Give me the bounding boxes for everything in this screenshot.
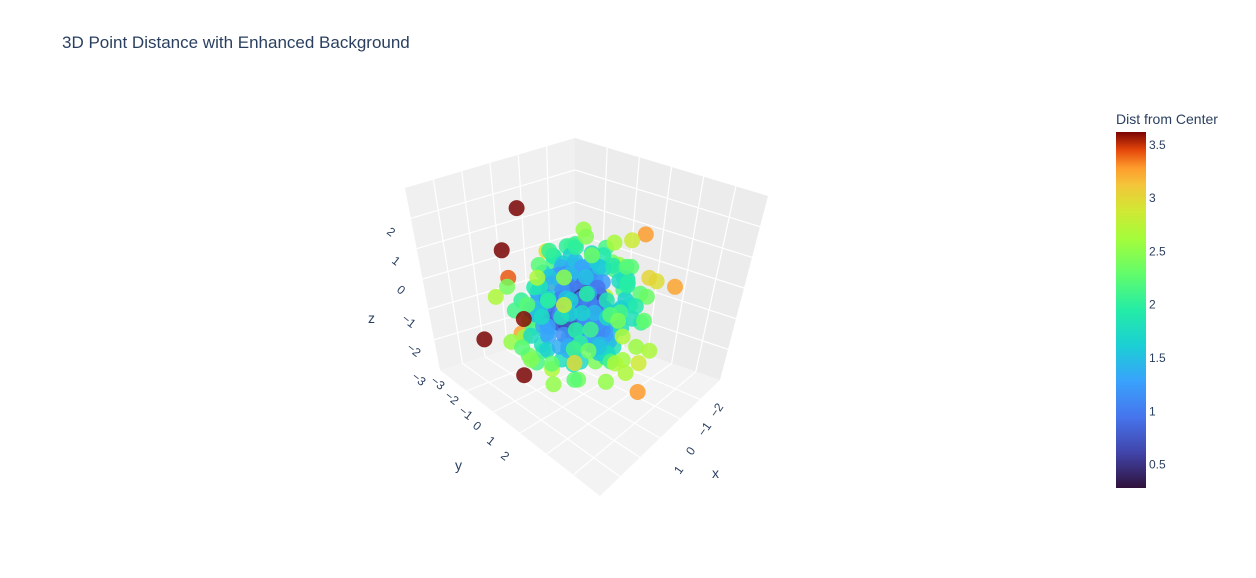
colorbar-ticks: 3.5 3 2.5 2 1.5 1 0.5	[1149, 138, 1166, 472]
data-point	[523, 327, 540, 344]
scatter-points	[476, 200, 683, 400]
z-tick-label: −3	[409, 369, 429, 389]
z-tick-label: 0	[394, 282, 408, 297]
data-point	[523, 351, 540, 368]
data-point	[624, 232, 641, 249]
data-point	[508, 200, 525, 217]
z-tick-label: 2	[384, 224, 398, 239]
colorbar	[1116, 132, 1146, 488]
data-point	[476, 331, 493, 348]
data-point	[516, 367, 533, 384]
colorbar-tick-label: 3.5	[1149, 138, 1166, 152]
colorbar-tick-label: 3	[1149, 191, 1156, 205]
colorbar-tick-label: 2	[1149, 298, 1156, 312]
z-tick-label: 1	[389, 253, 403, 268]
data-point	[577, 268, 594, 285]
data-point	[586, 304, 603, 321]
data-point	[578, 228, 594, 245]
data-point	[624, 310, 641, 327]
colorbar-tick-label: 0.5	[1149, 458, 1166, 472]
colorbar-tick-label: 1.5	[1149, 351, 1166, 365]
y-tick-label: −1	[456, 403, 476, 423]
data-point	[543, 355, 560, 372]
colorbar-tick-label: 2.5	[1149, 244, 1166, 258]
data-point	[605, 257, 622, 274]
data-point	[541, 242, 558, 259]
data-point	[630, 355, 647, 372]
data-point	[627, 298, 644, 315]
data-point	[567, 239, 584, 256]
y-axis-title: y	[455, 457, 462, 473]
data-point	[533, 308, 550, 325]
x-axis-title: x	[712, 465, 719, 481]
data-point	[637, 226, 654, 243]
data-point	[606, 234, 623, 251]
data-point	[667, 278, 683, 295]
y-tick-label: 0	[470, 418, 484, 433]
data-point	[540, 292, 557, 309]
data-point	[565, 341, 582, 358]
data-point	[578, 285, 595, 302]
data-point	[618, 258, 635, 275]
data-point	[519, 296, 536, 313]
data-point	[583, 247, 600, 264]
data-point	[556, 297, 572, 313]
data-point	[641, 342, 658, 359]
z-axis-title: z	[368, 310, 375, 326]
colorbar-tick-label: 1	[1149, 404, 1156, 418]
data-point	[636, 312, 652, 329]
data-point	[567, 322, 584, 339]
data-point	[566, 371, 583, 388]
data-point	[556, 269, 572, 286]
data-point	[529, 269, 546, 286]
chart-title: 3D Point Distance with Enhanced Backgrou…	[62, 33, 410, 52]
data-point	[638, 288, 655, 305]
data-point	[580, 342, 597, 359]
x-tick-label: −1	[695, 419, 715, 439]
y-tick-label: −2	[442, 388, 462, 408]
data-point	[607, 355, 623, 372]
data-point	[629, 384, 646, 400]
data-point	[641, 269, 658, 286]
data-point	[574, 305, 591, 322]
x-tick-label: 1	[671, 463, 686, 477]
data-point	[619, 277, 636, 294]
z-tick-label: −1	[399, 311, 419, 331]
data-point	[610, 312, 627, 329]
data-point	[628, 338, 645, 355]
data-point	[530, 257, 547, 273]
data-point	[553, 309, 570, 326]
data-point	[614, 328, 631, 345]
data-point	[499, 278, 516, 295]
data-point	[493, 242, 510, 259]
x-tick-label: −2	[707, 400, 727, 420]
data-point	[545, 376, 562, 393]
data-point	[591, 258, 608, 275]
data-point	[597, 373, 614, 390]
floor-plane	[440, 330, 720, 496]
data-point	[515, 311, 532, 327]
data-point	[514, 339, 531, 356]
data-point	[566, 355, 583, 371]
y-tick-label: 1	[484, 433, 498, 448]
data-point	[582, 321, 599, 338]
x-tick-label: 0	[683, 444, 698, 458]
colorbar-title: Dist from Center	[1116, 111, 1218, 127]
data-point	[487, 288, 504, 305]
data-point	[539, 341, 556, 358]
y-tick-label: −3	[428, 373, 448, 393]
data-point	[598, 292, 615, 309]
z-tick-label: −2	[404, 340, 424, 360]
data-point	[617, 365, 634, 381]
y-tick-label: 2	[498, 448, 512, 463]
